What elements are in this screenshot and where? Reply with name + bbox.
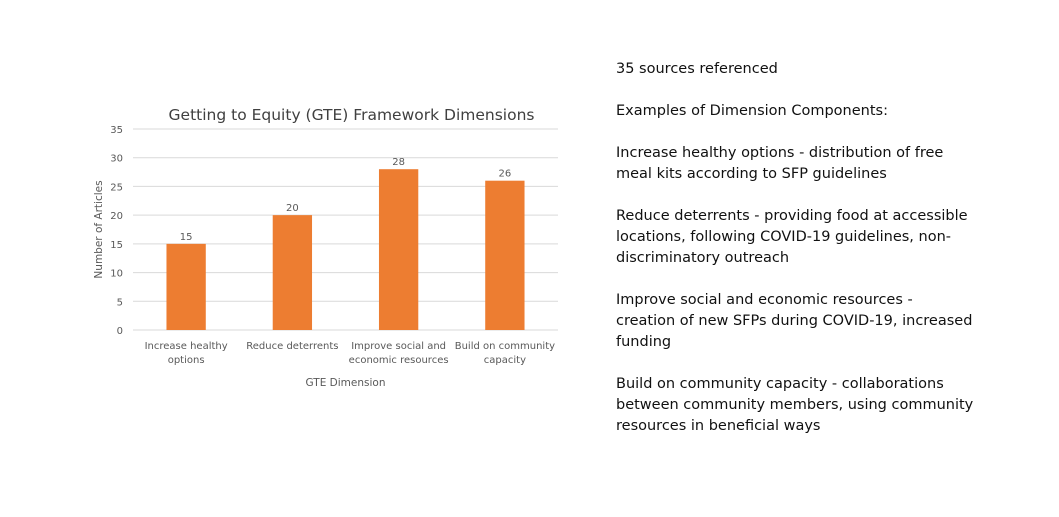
y-tick-label: 5 — [117, 297, 123, 308]
dimension-example-1: Increase healthy options - distribution … — [616, 145, 944, 182]
x-axis-label: GTE Dimension — [306, 377, 386, 389]
y-axis-label: Number of Articles — [93, 180, 105, 278]
sources-count: 35 sources referenced — [616, 61, 778, 77]
notes-panel: 35 sources referenced Examples of Dimens… — [616, 59, 976, 458]
bar — [378, 169, 419, 330]
x-tick-label: economic resources — [349, 355, 449, 366]
y-tick-label: 35 — [110, 125, 123, 136]
bar-data-label: 15 — [180, 232, 193, 243]
bar-chart: Getting to Equity (GTE) Framework Dimens… — [80, 95, 570, 395]
x-tick-label: Reduce deterrents — [246, 341, 338, 352]
y-tick-label: 0 — [117, 326, 123, 337]
x-tick-label: capacity — [484, 355, 526, 366]
chart-svg: Getting to Equity (GTE) Framework Dimens… — [93, 106, 558, 389]
bar — [166, 243, 206, 330]
bar-data-label: 28 — [392, 157, 405, 168]
bar-data-label: 26 — [499, 169, 512, 180]
x-tick-label: Increase healthy — [145, 341, 228, 352]
y-tick-label: 25 — [110, 182, 123, 193]
y-tick-label: 20 — [110, 211, 123, 222]
dimension-example-2: Reduce deterrents - providing food at ac… — [616, 208, 968, 266]
bar — [272, 215, 313, 330]
y-tick-label: 30 — [110, 154, 123, 165]
x-tick-label: options — [168, 355, 205, 366]
y-tick-label: 15 — [110, 240, 123, 251]
notes-heading: Examples of Dimension Components: — [616, 103, 888, 119]
x-tick-label: Improve social and — [351, 341, 446, 352]
y-tick-label: 10 — [110, 269, 123, 280]
bar-data-label: 20 — [286, 203, 299, 214]
chart-title: Getting to Equity (GTE) Framework Dimens… — [169, 106, 535, 124]
x-tick-label: Build on community — [455, 341, 555, 352]
dimension-example-4: Build on community capacity - collaborat… — [616, 376, 974, 434]
dimension-example-3: Improve social and economic resources - … — [616, 292, 973, 350]
bar — [485, 180, 525, 330]
